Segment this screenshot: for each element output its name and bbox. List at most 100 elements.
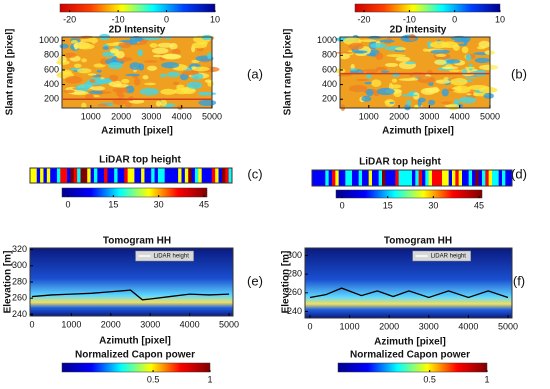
speckle	[461, 46, 469, 54]
strip-cell	[134, 168, 139, 183]
speckle	[60, 69, 72, 75]
strip-cell	[178, 168, 182, 183]
speckle	[204, 79, 213, 83]
strip-cell	[174, 168, 179, 183]
speckle	[108, 80, 122, 87]
speckle	[172, 81, 179, 86]
speckle	[425, 87, 440, 93]
speckle	[468, 84, 489, 91]
speckle	[77, 43, 95, 50]
colorbar	[61, 187, 208, 198]
strip-cell	[107, 168, 112, 183]
strip-cell	[191, 168, 196, 183]
strip-cell	[80, 168, 85, 183]
panel-label: (f)	[513, 273, 525, 288]
strip-cell	[198, 168, 203, 183]
strip-cell	[53, 168, 58, 183]
speckle	[87, 73, 97, 76]
colorbar-tick-label: 1	[207, 374, 212, 384]
speckle	[395, 56, 411, 62]
x-tick-label: 1000	[340, 321, 360, 331]
speckle	[128, 95, 134, 101]
strip-cell	[43, 168, 48, 183]
strip-cell	[405, 170, 410, 186]
speckle	[460, 36, 471, 42]
strip-cell	[488, 170, 493, 186]
speckle	[108, 62, 123, 70]
speckle	[99, 58, 108, 65]
colorbar-tick-label: -10	[112, 14, 125, 24]
y-tick-label: 320	[12, 244, 27, 254]
speckle	[429, 41, 450, 49]
chart-title: LiDAR top height	[359, 157, 441, 168]
x-tick-label: 5000	[219, 319, 239, 329]
colorbar-tick-label: -10	[403, 14, 416, 24]
y-tick-label: 600	[322, 64, 337, 74]
colorbar-label: Normalized Capon power	[350, 350, 470, 361]
colorbar	[337, 362, 488, 373]
speckle	[358, 39, 377, 43]
strip-cell	[110, 168, 115, 183]
speckle	[145, 37, 159, 41]
speckle	[447, 103, 460, 111]
speckle	[435, 53, 447, 57]
strip-cell	[438, 170, 443, 186]
strip-cell	[208, 168, 213, 183]
speckle	[463, 40, 468, 45]
colorbar-tick-label: 10	[210, 14, 220, 24]
speckle	[435, 79, 451, 84]
speckle	[97, 103, 109, 107]
speckle	[395, 47, 407, 51]
speckle	[466, 93, 472, 96]
strip-cell	[402, 170, 406, 186]
colorbar-label: Normalized Capon power	[75, 350, 195, 361]
speckle	[63, 89, 75, 94]
speckle	[125, 102, 133, 108]
speckle	[448, 69, 461, 72]
strip-cell	[335, 170, 340, 186]
strip-cell	[137, 168, 142, 183]
strip-cell	[30, 168, 34, 183]
speckle	[390, 84, 402, 89]
speckle	[59, 43, 69, 49]
strip-cell	[218, 168, 223, 183]
speckle	[115, 50, 125, 59]
speckle	[149, 43, 158, 48]
speckle	[459, 96, 477, 104]
strip-cell	[147, 168, 152, 183]
y-tick-label: 400	[44, 79, 59, 89]
speckle	[441, 66, 459, 70]
strip-cell	[171, 168, 176, 183]
y-tick-label: 800	[44, 50, 59, 60]
x-tick-label: 3000	[140, 319, 160, 329]
speckle	[160, 88, 177, 95]
strip-cell	[33, 168, 38, 183]
strip-cell	[87, 168, 92, 183]
speckle	[161, 61, 180, 69]
strip-cell	[348, 170, 353, 186]
speckle	[118, 42, 132, 49]
speckle	[464, 76, 478, 79]
y-tick-label: 400	[322, 79, 337, 89]
strip-cell	[495, 170, 500, 186]
speckle	[355, 50, 368, 54]
strip-cell	[56, 168, 61, 183]
speckle	[366, 73, 372, 79]
speckle	[380, 70, 390, 73]
speckle	[151, 47, 169, 54]
speckle	[375, 66, 388, 71]
speckle	[155, 100, 162, 107]
speckle	[362, 68, 379, 74]
strip-cell	[462, 170, 466, 186]
strip-cell	[312, 170, 316, 186]
speckle	[417, 99, 422, 108]
strip-cell	[70, 168, 75, 183]
x-axis-label: Azimuth [pixel]	[99, 336, 171, 347]
strip-cell	[502, 170, 506, 186]
colorbar-tick-label: 0.5	[423, 374, 436, 384]
lidar-line	[309, 287, 509, 299]
speckle	[440, 101, 453, 105]
strip-cell	[448, 170, 453, 186]
strip-cell	[63, 168, 68, 183]
speckle	[99, 78, 112, 84]
